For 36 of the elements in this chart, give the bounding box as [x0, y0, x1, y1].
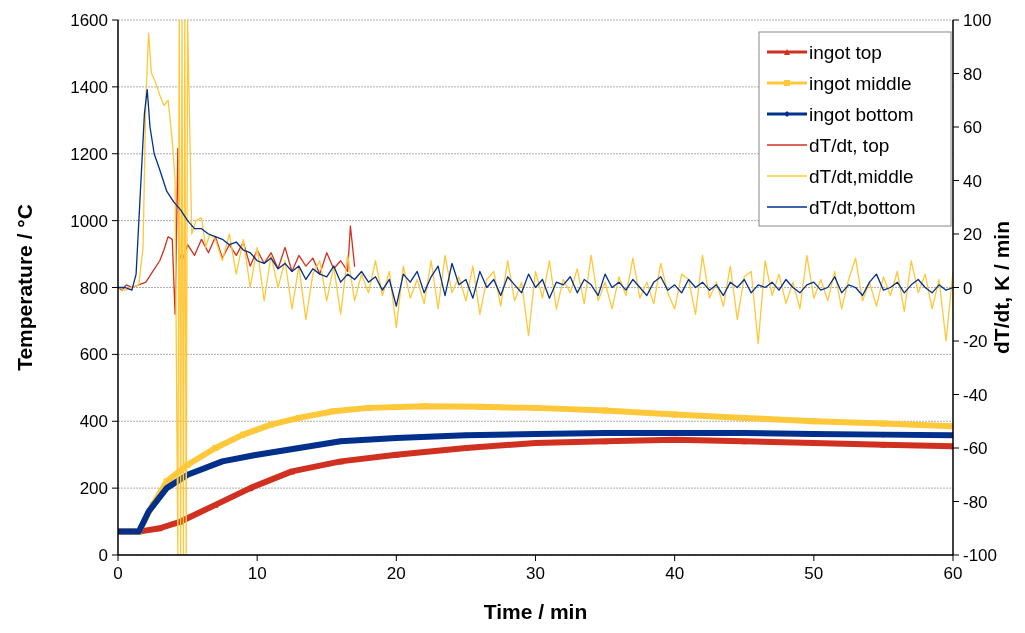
- legend-label: dT/dt,middle: [809, 166, 914, 187]
- legend-label: dT/dt,bottom: [809, 197, 916, 218]
- legend-label: ingot top: [809, 42, 882, 63]
- y2-tick-label: 60: [963, 118, 982, 137]
- y2-tick-label: 20: [963, 225, 982, 244]
- x-tick-label: 40: [665, 564, 685, 583]
- y-tick-label: 400: [79, 412, 108, 432]
- y2-tick-label: 100: [963, 11, 992, 30]
- y-tick-label: 0: [98, 546, 108, 565]
- y-tick-label: 1000: [70, 211, 108, 231]
- y2-axis-title: dT/dt, K / min: [990, 221, 1013, 354]
- y-tick-label: 1400: [70, 77, 108, 97]
- y2-tick-label: -80: [963, 492, 988, 512]
- x-tick-label: 10: [247, 564, 267, 583]
- x-tick-label: 30: [526, 564, 545, 583]
- x-axis-title: Time / min: [483, 600, 588, 623]
- x-tick-label: 0: [113, 564, 123, 583]
- x-tick-label: 60: [943, 564, 963, 583]
- y-tick-label: 800: [79, 278, 108, 298]
- y-axis-title: Temperature / °C: [13, 204, 36, 371]
- y2-tick-label: 0: [963, 278, 973, 298]
- y-tick-label: 1600: [70, 11, 108, 30]
- legend-label: ingot bottom: [809, 104, 914, 125]
- legend-label: dT/dt, top: [809, 135, 890, 156]
- y-tick-label: 600: [79, 345, 108, 365]
- x-tick-label: 50: [804, 564, 824, 583]
- legend-label: ingot middle: [809, 73, 912, 94]
- y-tick-label: 200: [79, 479, 108, 499]
- y2-tick-label: -100: [963, 546, 998, 565]
- y-tick-label: 1200: [70, 144, 108, 164]
- y2-tick-label: 80: [963, 64, 982, 84]
- x-tick-label: 20: [386, 564, 406, 583]
- y2-tick-label: -60: [963, 439, 988, 458]
- y2-tick-label: 40: [963, 171, 982, 191]
- y2-tick-label: -20: [963, 332, 988, 351]
- y2-tick-label: -40: [963, 385, 988, 405]
